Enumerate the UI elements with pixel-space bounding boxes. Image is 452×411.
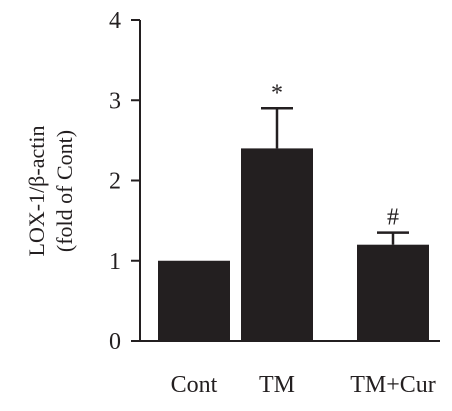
bar <box>357 244 429 341</box>
y-axis-label-line2: (fold of Cont) <box>52 130 77 252</box>
bars <box>158 148 429 341</box>
y-tick-label: 1 <box>109 249 121 275</box>
bar <box>158 260 230 341</box>
y-tick-label: 2 <box>109 169 121 195</box>
tick-labels: 0 1 2 3 4 Cont TM TM+Cur <box>109 8 436 398</box>
significance-marker: * <box>271 80 283 106</box>
significance-marker: # <box>387 205 399 231</box>
x-tick-label: Cont <box>171 372 218 398</box>
bar <box>241 148 313 341</box>
y-axis-label-line1: LOX-1/β-actin <box>24 126 49 257</box>
y-tick-label: 4 <box>109 8 121 34</box>
y-axis-label: LOX-1/β-actin (fold of Cont) <box>24 126 77 257</box>
x-tick-label: TM+Cur <box>350 372 436 398</box>
x-tick-label: TM <box>259 372 295 398</box>
y-tick-label: 3 <box>109 88 121 114</box>
y-tick-label: 0 <box>109 329 121 355</box>
significance-annotations: *# <box>271 80 399 230</box>
error-bars <box>261 107 409 245</box>
